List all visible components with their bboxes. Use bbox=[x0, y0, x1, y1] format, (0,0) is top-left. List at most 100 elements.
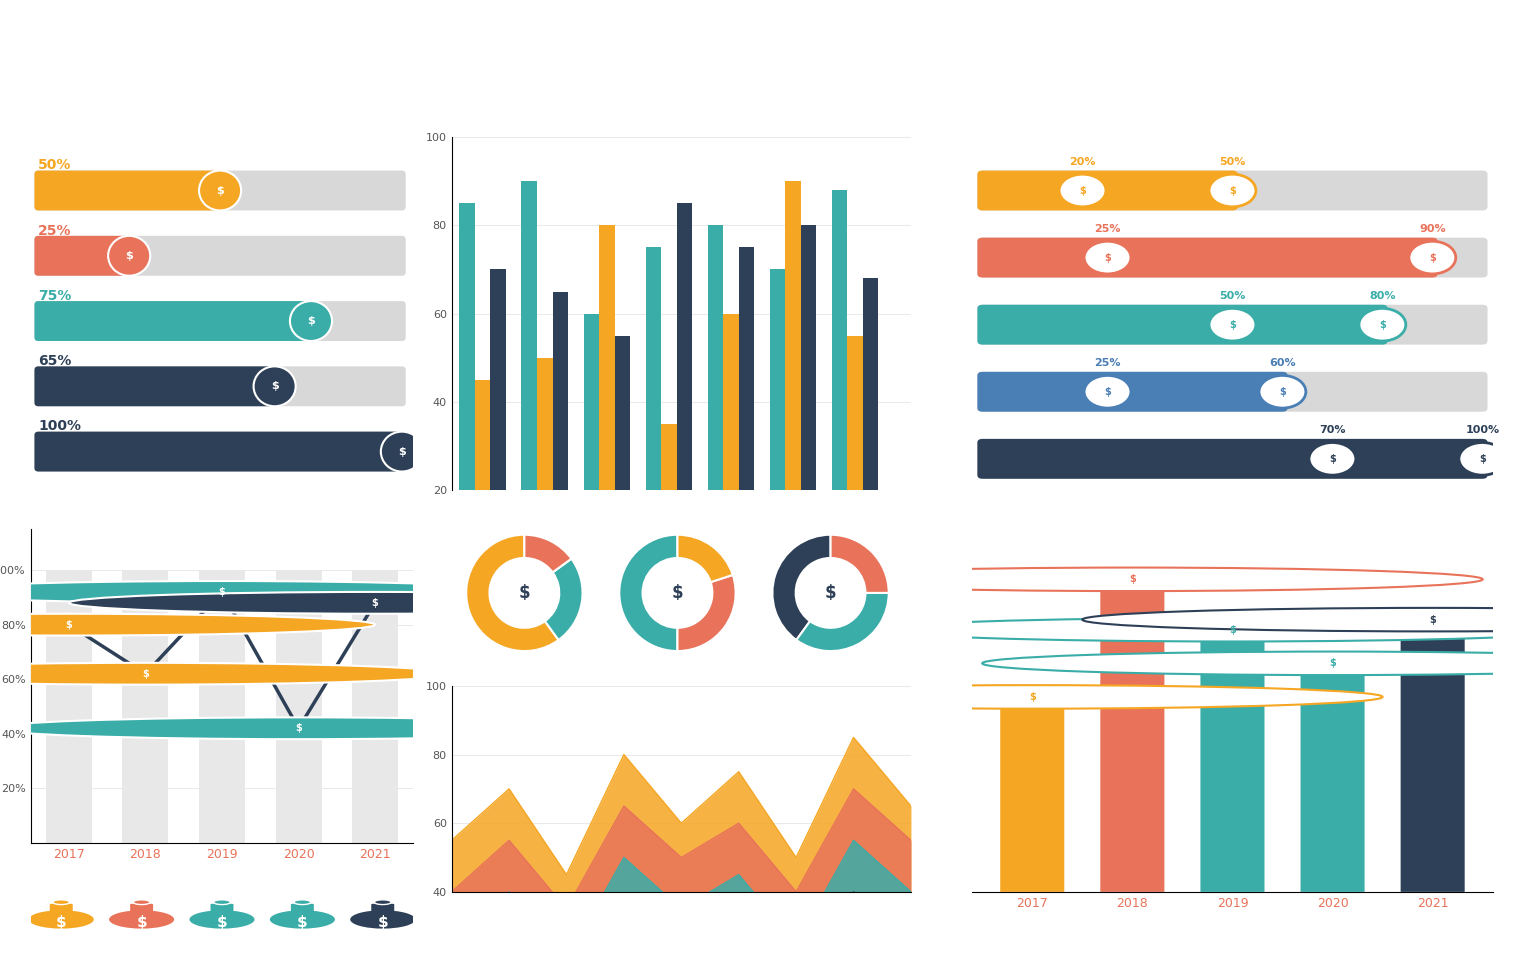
Text: $: $ bbox=[372, 598, 378, 608]
FancyBboxPatch shape bbox=[34, 431, 406, 471]
FancyBboxPatch shape bbox=[34, 431, 406, 471]
Bar bbox=[801, 225, 816, 578]
FancyBboxPatch shape bbox=[1000, 707, 1064, 892]
Bar bbox=[723, 314, 738, 578]
Wedge shape bbox=[545, 559, 582, 640]
Text: $: $ bbox=[1229, 624, 1236, 635]
Text: $: $ bbox=[1128, 574, 1136, 584]
Circle shape bbox=[1082, 608, 1531, 631]
Text: $: $ bbox=[136, 915, 147, 930]
Bar bbox=[583, 314, 599, 578]
FancyBboxPatch shape bbox=[34, 367, 406, 407]
Text: $: $ bbox=[825, 584, 836, 602]
Bar bbox=[122, 570, 168, 843]
FancyBboxPatch shape bbox=[977, 439, 1488, 479]
Text: $: $ bbox=[216, 185, 224, 196]
Bar bbox=[614, 335, 631, 578]
FancyBboxPatch shape bbox=[34, 236, 133, 275]
Circle shape bbox=[133, 900, 150, 905]
Wedge shape bbox=[796, 593, 888, 651]
FancyBboxPatch shape bbox=[34, 301, 406, 341]
Circle shape bbox=[782, 567, 1482, 591]
Bar bbox=[646, 248, 661, 578]
Bar bbox=[553, 292, 568, 578]
Text: $: $ bbox=[219, 587, 225, 597]
Wedge shape bbox=[678, 575, 735, 651]
Circle shape bbox=[351, 910, 415, 929]
Text: $: $ bbox=[1104, 253, 1112, 263]
Bar bbox=[599, 225, 614, 578]
Wedge shape bbox=[678, 535, 733, 582]
Bar bbox=[522, 181, 537, 578]
Bar bbox=[490, 270, 505, 578]
Text: $: $ bbox=[1430, 614, 1436, 624]
Text: $: $ bbox=[308, 316, 315, 326]
Circle shape bbox=[1084, 375, 1131, 408]
Text: $: $ bbox=[217, 915, 227, 930]
Circle shape bbox=[1409, 241, 1456, 273]
Circle shape bbox=[0, 662, 452, 685]
Text: 50%: 50% bbox=[1219, 157, 1246, 167]
FancyBboxPatch shape bbox=[49, 904, 73, 911]
Text: $: $ bbox=[1079, 185, 1085, 196]
Bar bbox=[770, 270, 785, 578]
Circle shape bbox=[254, 367, 295, 407]
Circle shape bbox=[269, 910, 335, 929]
FancyBboxPatch shape bbox=[1101, 589, 1165, 892]
FancyBboxPatch shape bbox=[977, 305, 1387, 345]
FancyBboxPatch shape bbox=[291, 904, 314, 911]
Bar bbox=[847, 335, 863, 578]
Circle shape bbox=[69, 592, 681, 613]
Wedge shape bbox=[773, 535, 830, 640]
Bar bbox=[475, 379, 490, 578]
Text: $: $ bbox=[1229, 319, 1236, 329]
Bar bbox=[459, 204, 475, 578]
FancyBboxPatch shape bbox=[977, 237, 1488, 277]
Bar bbox=[537, 358, 553, 578]
Text: $: $ bbox=[295, 723, 302, 733]
Text: 25%: 25% bbox=[1095, 224, 1121, 234]
FancyBboxPatch shape bbox=[1300, 673, 1364, 892]
FancyBboxPatch shape bbox=[34, 367, 279, 407]
Text: FINANCE INFOGRAPHIC ELEMENTS: FINANCE INFOGRAPHIC ELEMENTS bbox=[335, 38, 1196, 81]
Text: $: $ bbox=[271, 381, 279, 391]
Bar bbox=[831, 190, 847, 578]
Wedge shape bbox=[525, 535, 571, 572]
Circle shape bbox=[0, 717, 605, 739]
Text: $: $ bbox=[378, 915, 387, 930]
Bar bbox=[199, 570, 245, 843]
Circle shape bbox=[0, 613, 375, 636]
Circle shape bbox=[1309, 443, 1356, 475]
Text: $: $ bbox=[142, 668, 149, 679]
Circle shape bbox=[1209, 174, 1255, 207]
Text: $: $ bbox=[1329, 454, 1335, 464]
Text: 90%: 90% bbox=[1419, 224, 1445, 234]
FancyBboxPatch shape bbox=[1401, 630, 1465, 892]
Circle shape bbox=[289, 301, 332, 341]
Text: $: $ bbox=[519, 584, 530, 602]
Text: $: $ bbox=[1428, 253, 1436, 263]
Text: $: $ bbox=[126, 251, 133, 261]
Bar bbox=[707, 225, 723, 578]
Bar bbox=[276, 570, 322, 843]
Circle shape bbox=[1360, 309, 1405, 341]
Circle shape bbox=[199, 171, 242, 211]
Text: 50%: 50% bbox=[1219, 291, 1246, 301]
Bar bbox=[785, 181, 801, 578]
Circle shape bbox=[681, 685, 1382, 709]
Text: 60%: 60% bbox=[1269, 358, 1295, 368]
FancyBboxPatch shape bbox=[130, 904, 153, 911]
Circle shape bbox=[1059, 174, 1105, 207]
FancyBboxPatch shape bbox=[371, 904, 395, 911]
FancyBboxPatch shape bbox=[34, 301, 315, 341]
Bar bbox=[863, 278, 879, 578]
FancyBboxPatch shape bbox=[34, 171, 406, 211]
FancyBboxPatch shape bbox=[977, 305, 1488, 345]
Circle shape bbox=[29, 910, 93, 929]
Wedge shape bbox=[619, 535, 677, 651]
FancyBboxPatch shape bbox=[977, 439, 1488, 479]
Bar bbox=[352, 570, 398, 843]
Circle shape bbox=[190, 910, 254, 929]
Circle shape bbox=[294, 900, 311, 905]
Circle shape bbox=[882, 618, 1531, 642]
